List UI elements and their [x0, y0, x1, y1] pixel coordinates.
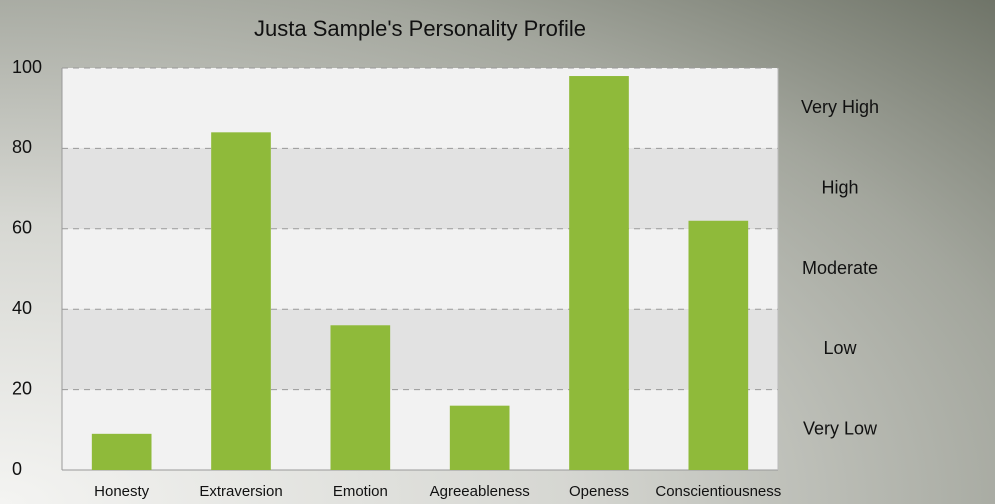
band-label: Low [823, 338, 857, 358]
bar [91, 433, 152, 470]
band [62, 68, 778, 149]
band-label: High [821, 177, 858, 197]
y-tick-label: 60 [12, 218, 32, 238]
x-tick-label: Extraversion [199, 483, 282, 500]
y-tick-label: 80 [12, 137, 32, 157]
band-label: Very Low [803, 419, 878, 439]
bar [449, 405, 510, 470]
bar [211, 132, 271, 470]
y-tick-label: 0 [12, 459, 22, 479]
band [62, 228, 778, 310]
y-tick-label: 100 [12, 57, 42, 77]
bar [688, 220, 749, 470]
x-tick-label: Conscientiousness [655, 483, 781, 500]
x-tick-label: Openess [569, 483, 629, 500]
y-tick-label: 20 [12, 378, 32, 398]
x-tick-label: Emotion [333, 483, 388, 500]
x-tick-label: Honesty [94, 483, 150, 500]
bar [330, 325, 391, 470]
band [62, 389, 778, 470]
x-tick-label: Agreeableness [430, 483, 530, 500]
band [62, 309, 778, 390]
band-label: Moderate [802, 258, 878, 278]
band-label: Very High [801, 97, 879, 117]
y-tick-label: 40 [12, 298, 32, 318]
band [62, 148, 778, 229]
bar [569, 76, 629, 470]
chart-title: Justa Sample's Personality Profile [254, 16, 586, 41]
